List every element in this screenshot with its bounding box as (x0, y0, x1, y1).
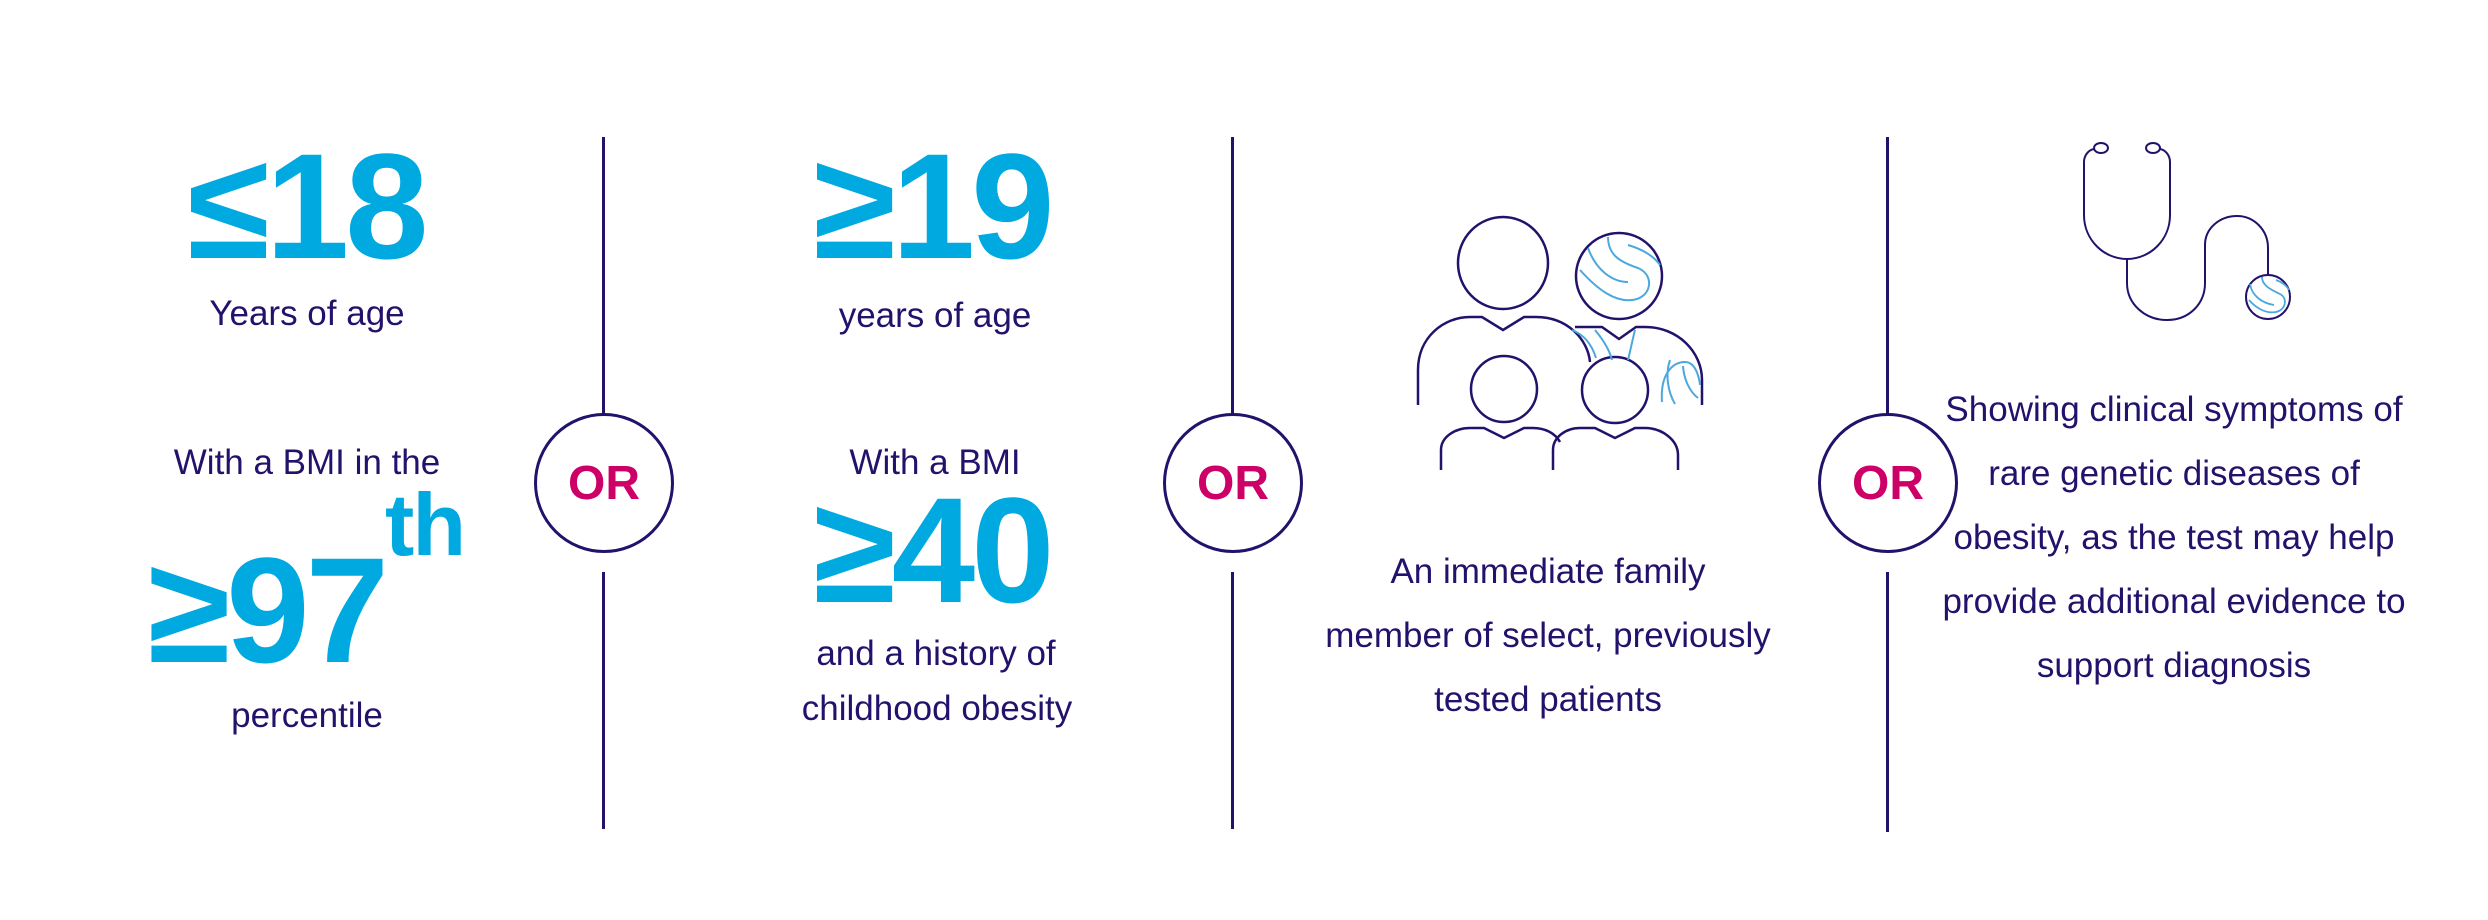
bmi-label: With a BMI in the (173, 443, 441, 482)
bmi-percentile-value: ≥97th (148, 481, 466, 686)
description-line: provide additional evidence to (1942, 582, 2406, 621)
description-line: support diagnosis (2036, 646, 2312, 685)
history-label-line2: childhood obesity (801, 689, 1073, 728)
or-label: OR (1197, 456, 1269, 510)
description-line: Showing clinical symptoms of (1945, 390, 2403, 429)
divider-line-bottom-2 (1231, 572, 1234, 829)
ordinal-suffix: th (385, 475, 466, 574)
divider-line-top-1 (602, 137, 605, 414)
bmi-percentile-number: ≥97 (147, 526, 389, 694)
percentile-label: percentile (231, 696, 383, 735)
or-separator-2: OR (1163, 413, 1303, 553)
description-line: tested patients (1434, 680, 1662, 719)
age-label: Years of age (209, 294, 405, 333)
clinical-description: Showing clinical symptoms of rare geneti… (1942, 378, 2405, 698)
age-threshold-19: ≥19 (813, 122, 1054, 290)
or-label: OR (1852, 456, 1924, 510)
divider-line-bottom-3 (1886, 572, 1889, 832)
description-line: rare genetic diseases of (1988, 454, 2360, 493)
bmi-label: With a BMI (849, 443, 1021, 482)
divider-line-bottom-1 (602, 572, 605, 829)
bmi-threshold-40: ≥40 (813, 466, 1054, 634)
history-label-line1: and a history of (816, 634, 1056, 673)
or-label: OR (568, 456, 640, 510)
description-line: obesity, as the test may help (1953, 518, 2395, 557)
divider-line-top-3 (1886, 137, 1889, 414)
description-line: member of select, previously (1325, 616, 1771, 655)
description-line: An immediate family (1390, 552, 1706, 591)
age-threshold-18: ≤18 (187, 122, 428, 290)
or-separator-1: OR (534, 413, 674, 553)
family-description: An immediate family member of select, pr… (1325, 540, 1770, 732)
age-label: years of age (838, 296, 1032, 335)
or-separator-3: OR (1818, 413, 1958, 553)
divider-line-top-2 (1231, 137, 1234, 414)
